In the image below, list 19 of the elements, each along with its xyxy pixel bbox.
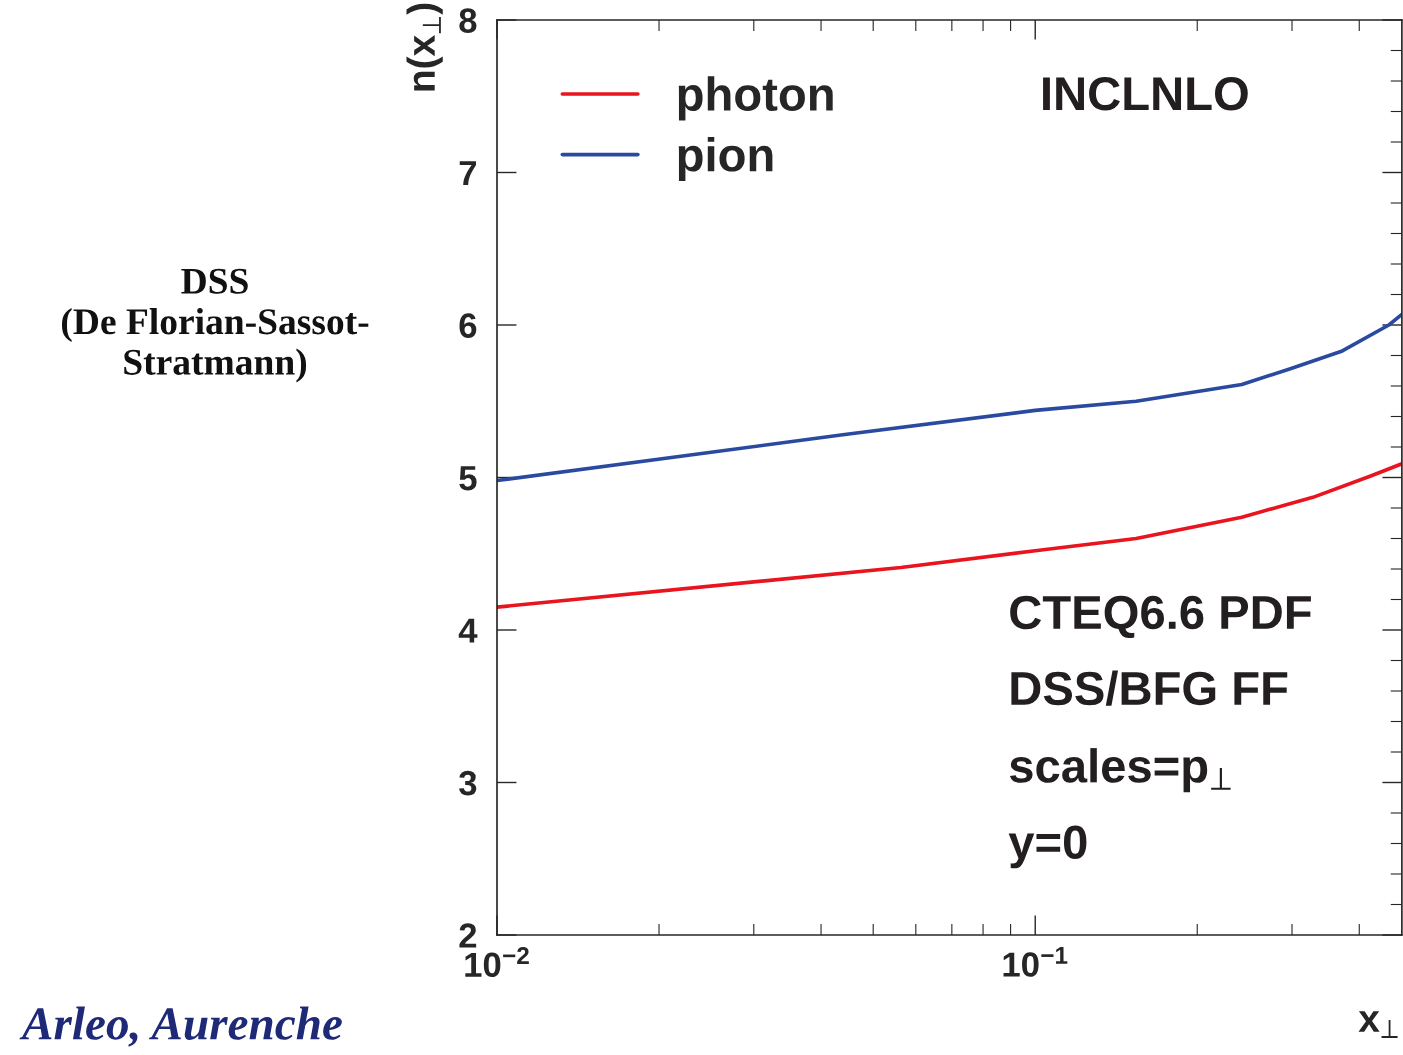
x-axis-title: x$_{⊥}$ [1358,1011,1398,1038]
annotation: DSS/BFG FF [1011,670,1288,706]
annotation: CTEQ6.6 PDF [1010,595,1311,639]
y-tick-label: 5 [459,466,477,491]
y-tick-label: 8 [459,8,477,33]
x-tick-label: 10$^{−1}$ [1003,946,1068,977]
text: Arleo, Aurenche [19,1006,342,1047]
annotation: scales=p$_{⊥}$ [1009,748,1231,793]
legend-label: pion [678,136,773,181]
y-tick-label: 2 [459,923,477,948]
y-tick-label: 7 [459,161,477,186]
annotation: INCLNLO [1043,77,1248,111]
y-tick-label: 3 [459,770,477,796]
y-tick-label: 6 [459,313,477,338]
y-tick-label: 4 [458,618,478,643]
text: DSS (De Florian-Sassot- Stratmann) [61,268,369,383]
legend-label: photon [678,76,833,121]
annotation: y=0 [1008,825,1087,869]
y-axis-title: n(x$_{⊥}$) [406,3,443,91]
